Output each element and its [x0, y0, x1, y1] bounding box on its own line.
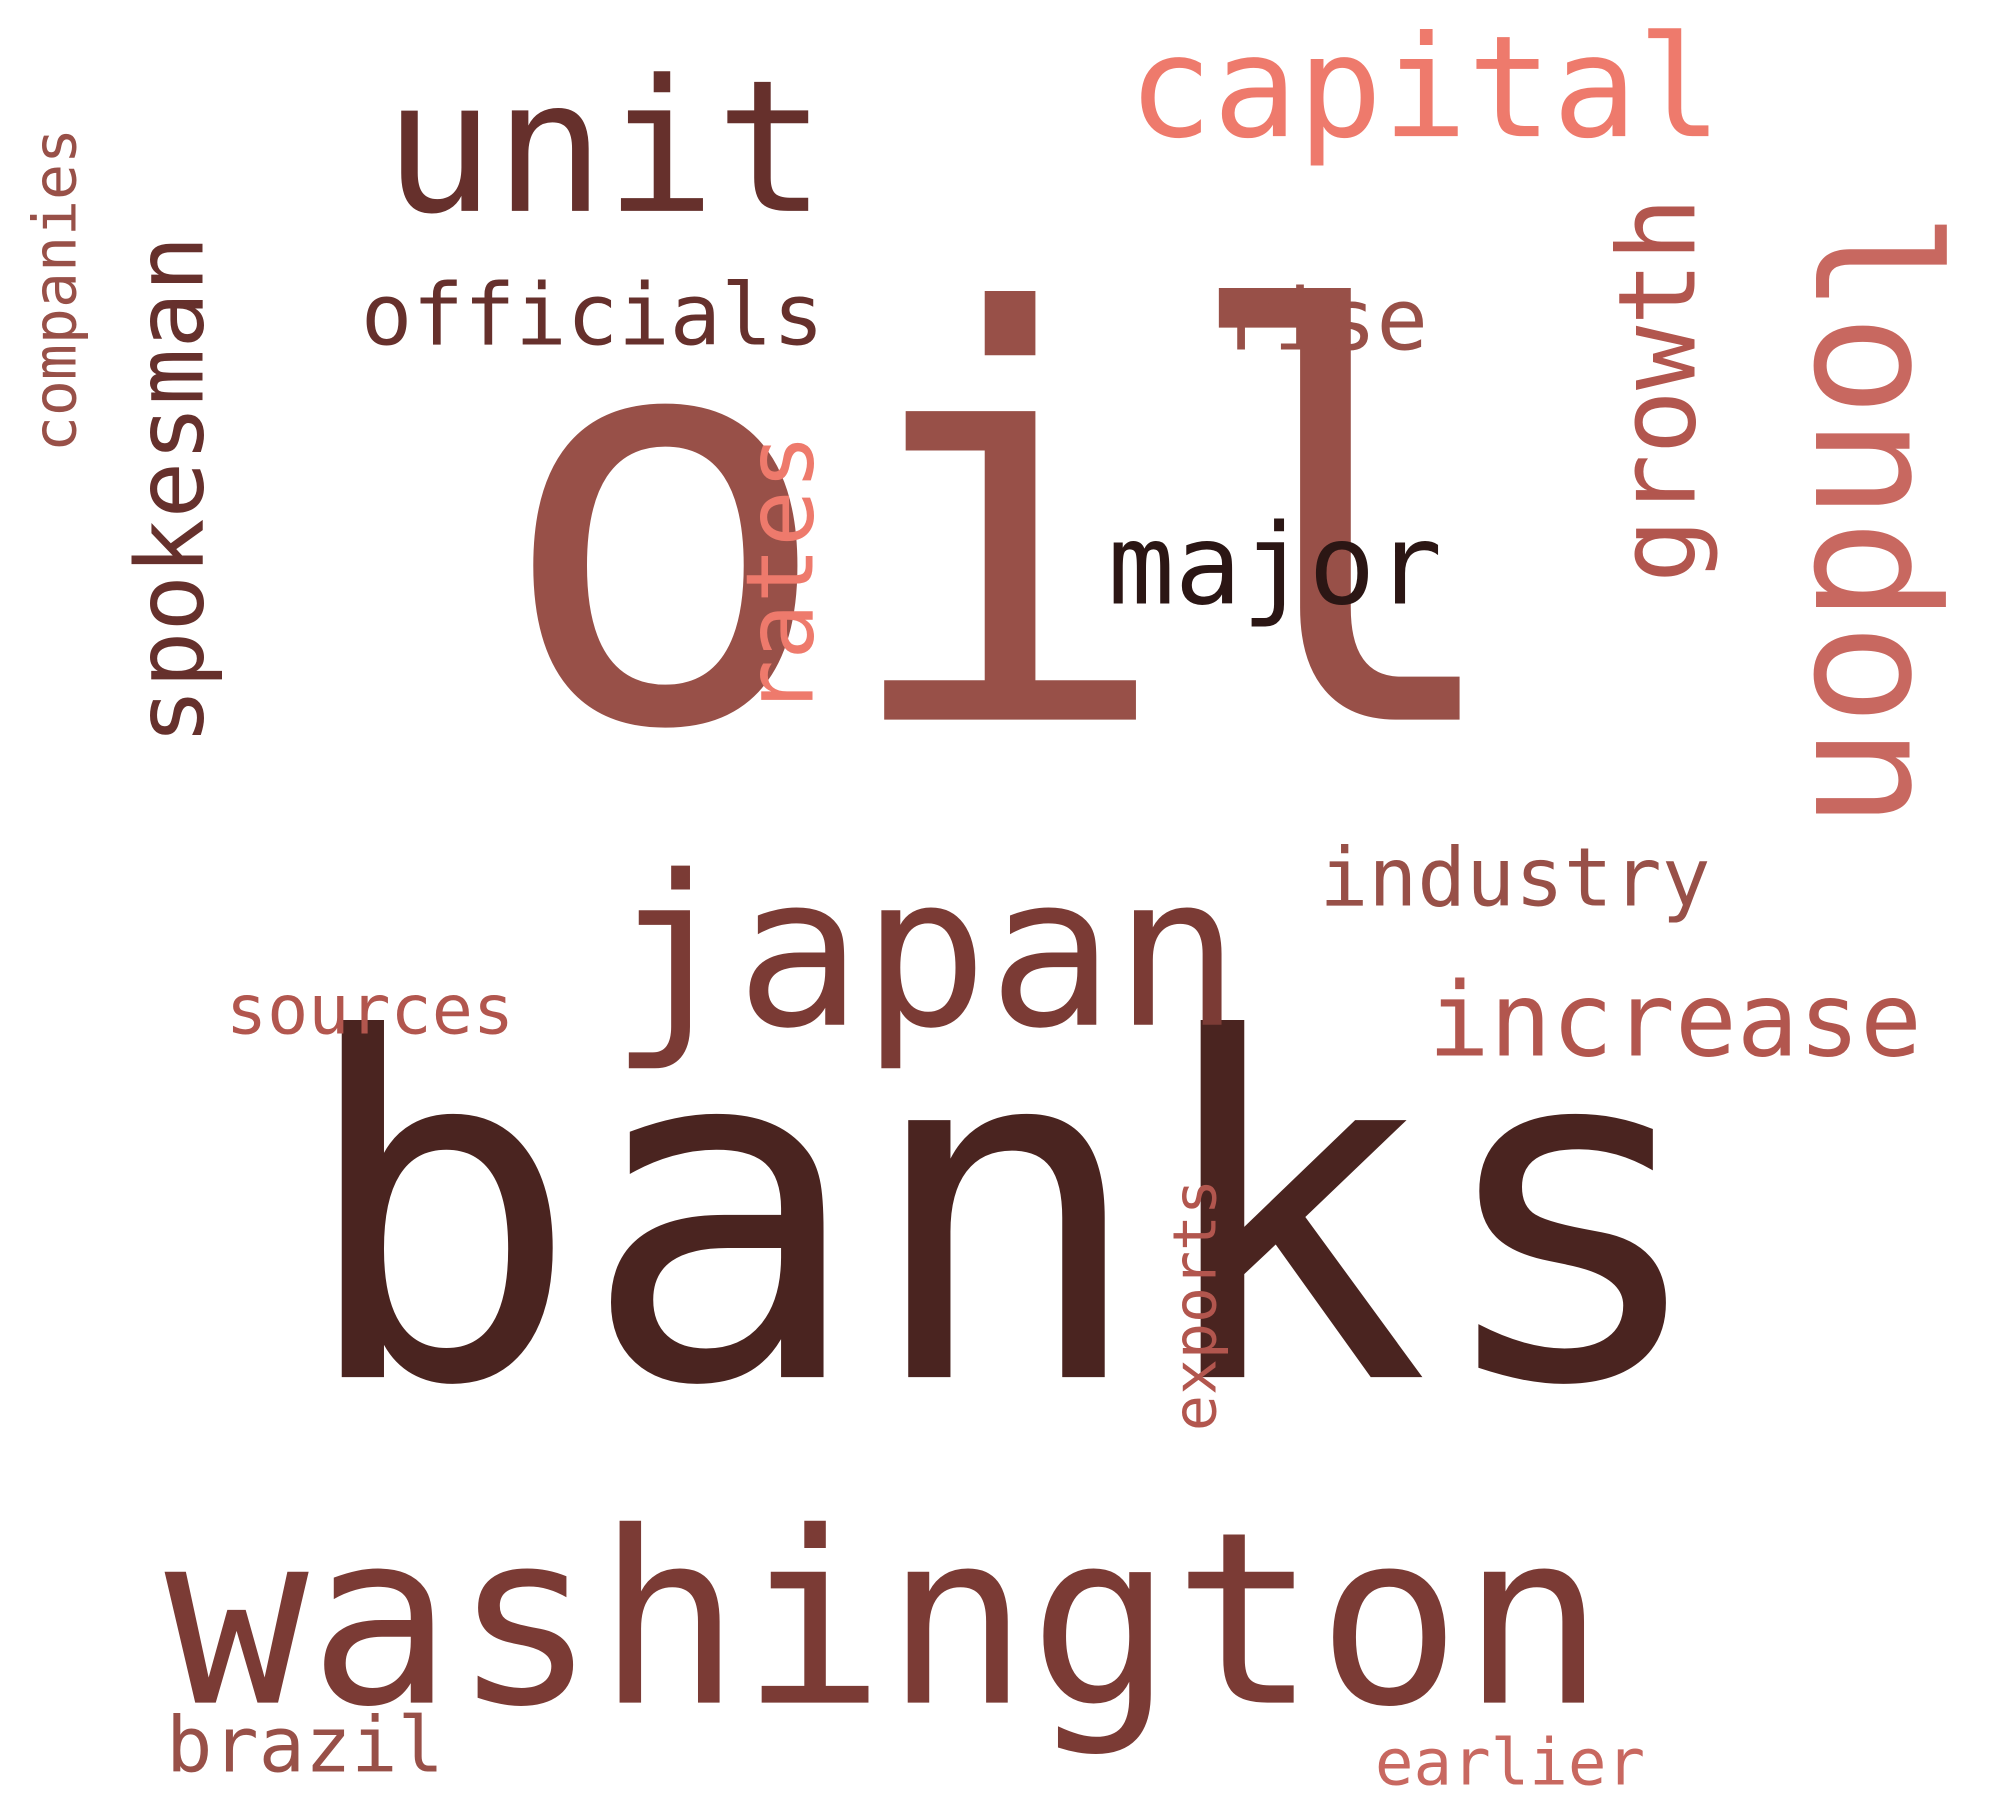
word-growth: growth [1596, 197, 1720, 583]
word-sources: sources [226, 972, 514, 1051]
word-unit: unit [384, 41, 827, 255]
word-spokesman: spokesman [116, 235, 225, 744]
word-rise: rise [1222, 271, 1428, 370]
word-increase: increase [1428, 961, 1922, 1080]
word-major: major [1108, 501, 1442, 630]
word-washington: washington [165, 1482, 1606, 1760]
word-industry: industry [1319, 832, 1710, 926]
word-companies: companies [21, 128, 91, 452]
word-banks: banks [297, 941, 1712, 1488]
word-earlier: earlier [1375, 1727, 1645, 1800]
word-japan: japan [610, 832, 1240, 1075]
word-brazil: brazil [166, 1702, 444, 1791]
word-officials: officials [361, 266, 824, 365]
word-capital: capital [1128, 6, 1722, 170]
word-exports: exports [1161, 1179, 1231, 1431]
word-london: london [1775, 211, 1974, 828]
word-oil: oil [496, 197, 1515, 854]
word-rates: rates [726, 434, 835, 717]
